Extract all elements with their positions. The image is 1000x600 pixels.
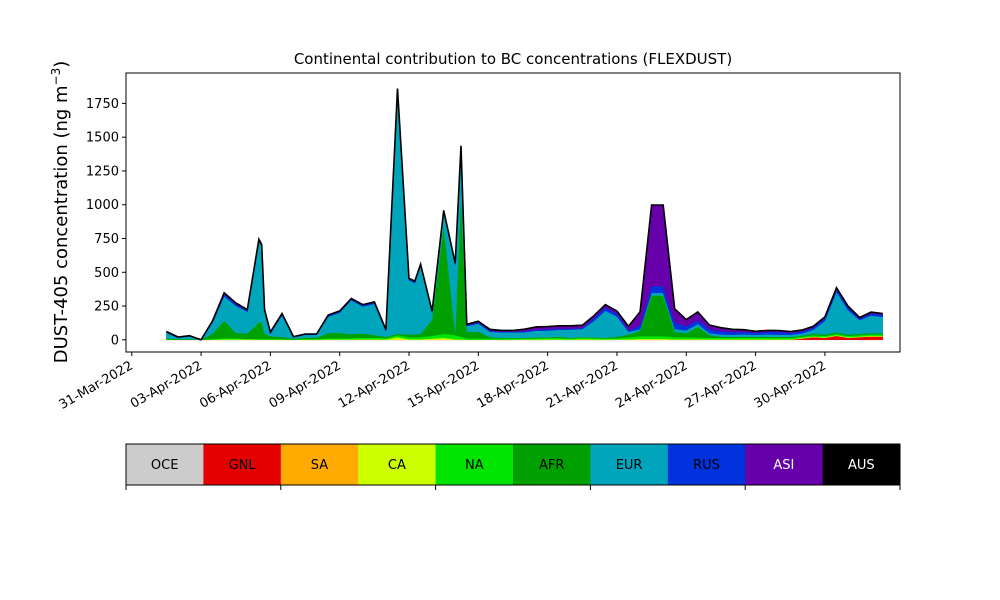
y-tick-label: 500 bbox=[94, 266, 119, 281]
y-tick-label: 1000 bbox=[86, 198, 119, 213]
legend-swatch-eur bbox=[590, 444, 669, 485]
y-tick-label: 750 bbox=[94, 232, 119, 247]
legend-label-asi: ASI bbox=[773, 458, 794, 473]
legend-swatch-rus bbox=[667, 444, 746, 485]
x-tick-label: 15-Apr-2022 bbox=[405, 358, 482, 411]
legend-swatch-afr bbox=[513, 444, 591, 485]
plot-frame bbox=[125, 72, 901, 353]
legend-label-ca: CA bbox=[388, 458, 406, 473]
legend-swatch-na bbox=[435, 444, 514, 485]
total-concentration-line bbox=[166, 88, 883, 341]
legend-frame bbox=[125, 443, 901, 486]
legend-label-oce: OCE bbox=[151, 458, 179, 473]
y-axis-label-close: ) bbox=[51, 61, 72, 68]
legend-label-gnl: GNL bbox=[229, 458, 257, 473]
chart-title: Continental contribution to BC concentra… bbox=[294, 50, 732, 68]
x-tick-label: 30-Apr-2022 bbox=[752, 358, 829, 411]
legend-label-sa: SA bbox=[311, 458, 328, 473]
x-tick-label: 27-Apr-2022 bbox=[682, 358, 759, 411]
legend-swatch-aus bbox=[822, 444, 901, 485]
x-tick-label: 24-Apr-2022 bbox=[613, 358, 690, 411]
x-tick-label: 03-Apr-2022 bbox=[128, 358, 205, 411]
y-tick-label: 250 bbox=[94, 300, 119, 315]
x-tick-label: 18-Apr-2022 bbox=[475, 358, 552, 411]
legend-colorbar: OCE GNL SA CA NA AFR EUR RUS ASI AUS bbox=[125, 443, 901, 490]
x-tick-label: 21-Apr-2022 bbox=[544, 358, 621, 411]
y-axis-ticks: 0 250 500 750 1000 1250 1500 1750 bbox=[86, 97, 126, 348]
y-tick-label: 0 bbox=[111, 333, 119, 348]
x-tick-label: 12-Apr-2022 bbox=[336, 358, 413, 411]
x-tick-label: 31-Mar-2022 bbox=[57, 358, 136, 412]
legend-label-eur: EUR bbox=[616, 458, 643, 473]
legend-label-na: NA bbox=[465, 458, 484, 473]
y-tick-label: 1250 bbox=[86, 164, 119, 179]
legend-label-rus: RUS bbox=[693, 458, 720, 473]
y-axis-label-superscript: −3 bbox=[49, 68, 63, 86]
y-tick-label: 1500 bbox=[86, 131, 119, 146]
legend-label-afr: AFR bbox=[539, 458, 564, 473]
x-axis-ticks: 31-Mar-202203-Apr-202206-Apr-202209-Apr-… bbox=[57, 352, 829, 413]
x-tick-label: 09-Apr-2022 bbox=[267, 358, 344, 411]
legend-swatch-oce bbox=[126, 444, 204, 485]
legend-swatch-sa bbox=[280, 444, 359, 485]
x-tick-label: 06-Apr-2022 bbox=[197, 358, 274, 411]
y-axis-label-text: DUST-405 concentration (ng m bbox=[51, 85, 72, 363]
y-axis-label: DUST-405 concentration (ng m−3) bbox=[49, 61, 72, 364]
legend-swatch-gnl bbox=[203, 444, 282, 485]
y-tick-label: 1750 bbox=[86, 97, 119, 112]
legend-label-aus: AUS bbox=[848, 458, 875, 473]
legend-swatch-ca bbox=[358, 444, 437, 485]
legend-swatch-asi bbox=[745, 444, 824, 485]
